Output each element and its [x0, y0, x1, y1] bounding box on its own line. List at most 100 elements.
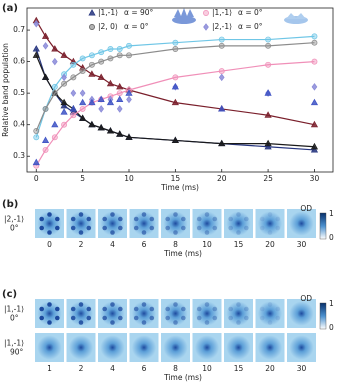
data-point [116, 52, 123, 59]
image-spot [236, 230, 241, 235]
image-spot [70, 225, 76, 231]
data-point [42, 42, 49, 50]
image-core [194, 335, 220, 360]
time-label: 8 [173, 240, 178, 249]
x-axis-label: Time (ms) [163, 373, 202, 382]
image-spot [54, 306, 60, 312]
image-core [194, 211, 220, 236]
image-spot [110, 320, 115, 325]
time-label: 15 [234, 364, 244, 373]
data-point [310, 98, 319, 106]
image-spot [228, 216, 234, 222]
image-spot [196, 306, 202, 312]
data-point [265, 36, 272, 43]
legend-angle: α = 0° [124, 22, 149, 31]
image-spot [141, 230, 147, 235]
data-point [218, 139, 226, 147]
data-point [107, 55, 114, 62]
image-spot [259, 306, 265, 312]
data-point [61, 80, 68, 87]
image-spot [102, 216, 108, 222]
x-tick-label: 0 [34, 174, 39, 183]
image-spot [47, 320, 52, 325]
image-spot [110, 302, 115, 307]
time-label: 1 [47, 364, 52, 373]
image-spot [47, 212, 52, 217]
x-tick-label: 20 [217, 174, 227, 183]
image-spot [267, 230, 273, 235]
data-point [172, 39, 179, 46]
image-spot [165, 225, 171, 231]
image-spot [78, 302, 84, 307]
image-spot [39, 315, 45, 321]
data-point [106, 79, 115, 87]
data-point [125, 89, 133, 96]
image-spot [180, 225, 186, 231]
y-tick-label: 0.7 [13, 25, 25, 34]
image-core [131, 301, 157, 326]
legend-state: |1,-1⟩ [212, 8, 232, 17]
time-label: 20 [265, 240, 275, 249]
image-spot [141, 212, 147, 217]
data-point [172, 74, 179, 81]
legend-angle: α = 0° [238, 8, 263, 17]
colorbar-min: 0 [329, 233, 334, 242]
image-spot [54, 225, 60, 231]
image-spot [275, 216, 281, 222]
data-point [116, 82, 124, 90]
data-point [70, 74, 77, 81]
data-point [88, 52, 95, 59]
row-angle: 90° [10, 348, 24, 357]
image-spot [173, 320, 178, 325]
panel-label: (b) [2, 199, 18, 210]
image-spot [39, 306, 45, 312]
image-spot [243, 315, 249, 321]
image-spot [180, 315, 186, 321]
image-spot [133, 306, 139, 312]
image-spot [165, 216, 171, 222]
data-point [33, 19, 40, 28]
image-spot [204, 230, 210, 235]
image-spot [39, 225, 45, 231]
x-tick-label: 15 [171, 174, 181, 183]
data-point [264, 142, 272, 150]
y-axis-label: Relative band population [1, 43, 10, 137]
colorbar-title: OD [300, 294, 312, 303]
data-point [42, 146, 49, 153]
panel-label: (c) [2, 289, 17, 300]
time-label: 0 [47, 240, 52, 249]
image-core [226, 211, 251, 236]
image-spot [204, 320, 210, 325]
data-point [70, 89, 77, 97]
image-spot [259, 216, 265, 222]
image-spot [165, 315, 171, 321]
data-point [126, 42, 132, 49]
image-spot [78, 212, 84, 217]
data-point [116, 130, 124, 137]
image-spot [204, 212, 210, 217]
image-spot [141, 320, 147, 325]
data-point [97, 123, 105, 131]
data-point [79, 89, 86, 97]
data-point [311, 33, 318, 40]
colorbar [319, 302, 327, 330]
fit-line [35, 20, 315, 126]
colorbar-max: 1 [329, 209, 334, 218]
data-point [51, 57, 58, 66]
image-spot [70, 315, 76, 321]
legend-marker [88, 9, 96, 16]
time-label: 2 [79, 240, 84, 249]
data-point [70, 112, 77, 119]
plot-frame [26, 7, 334, 173]
image-core [100, 301, 125, 326]
image-core [163, 301, 188, 326]
data-point [51, 83, 58, 90]
data-point [171, 82, 179, 90]
image-core [226, 301, 251, 326]
colorbar-min: 0 [329, 323, 334, 332]
image-spot [70, 306, 76, 312]
image-spot [196, 315, 202, 321]
image-spot [259, 315, 265, 321]
data-point [98, 105, 105, 113]
